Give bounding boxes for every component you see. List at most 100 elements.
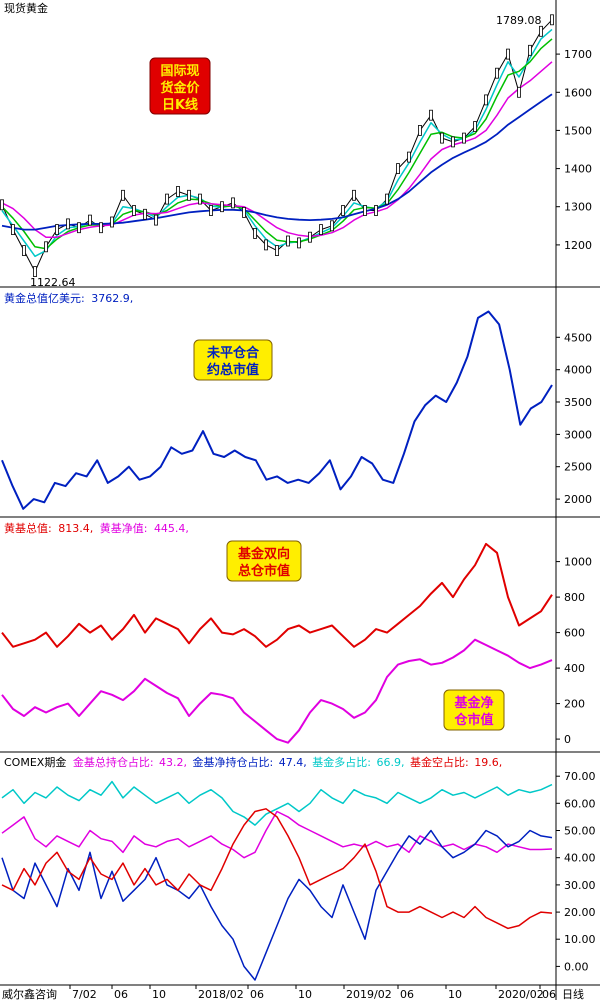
panel4-legend-value-1: 47.4, <box>279 756 307 769</box>
panel2-note-line2: 约总市值 <box>207 362 259 378</box>
x-axis-left-label: 威尔鑫咨询 <box>2 987 57 1000</box>
panel3-series-黄基总值 <box>1 542 553 648</box>
price-candle <box>297 237 301 249</box>
y-tick-label: 2500 <box>564 461 592 474</box>
panel4-y-axis: 0.00 10.00 20.00 30.00 40.00 50.00 60.00 70.00 <box>556 770 596 973</box>
panel4-plot <box>1 780 553 981</box>
panel3-y-axis: 0 200 400 600 800 1000 <box>556 556 592 746</box>
panel4-header: COMEX期金 金基总持仓占比: 43.2, 金基净持仓占比: 47.4, 基金… <box>4 755 502 769</box>
price-candle <box>418 125 422 136</box>
y-tick-label: 10.00 <box>564 933 596 946</box>
panel1-note-box: 国际现 货金价 日K线 <box>149 57 211 115</box>
panel1-y-axis: 1200 1300 1400 1500 1600 1700 <box>556 48 592 252</box>
price-candle <box>88 214 92 226</box>
price-candle <box>363 205 367 216</box>
price-candle <box>352 189 356 201</box>
x-tick-label: 06 <box>542 988 556 1000</box>
y-tick-label: 0.00 <box>564 960 589 973</box>
price-candle <box>517 86 521 98</box>
y-tick-label: 40.00 <box>564 852 596 865</box>
panel3-note-box-net: 基金净 仓市值 <box>443 689 505 731</box>
price-candle <box>55 224 59 236</box>
y-tick-label: 600 <box>564 627 585 640</box>
price-candle <box>253 227 257 239</box>
x-tick-label: 10 <box>152 988 166 1000</box>
y-tick-label: 1300 <box>564 201 592 214</box>
price-candle <box>385 193 389 205</box>
price-candle <box>550 14 554 26</box>
y-tick-label: 0 <box>564 733 571 746</box>
price-candle <box>407 151 411 163</box>
panel2-series-黄金总值亿美元 <box>1 310 553 510</box>
price-candle <box>451 136 455 148</box>
price-candle <box>198 193 202 205</box>
panel4-series-金基总持仓占比 <box>1 810 553 859</box>
panel2-plot <box>1 310 553 510</box>
y-tick-label: 50.00 <box>564 825 596 838</box>
price-candle <box>495 67 499 79</box>
panel3-net-note-line1: 基金净 <box>453 695 493 711</box>
y-tick-label: 70.00 <box>564 770 596 783</box>
price-candle <box>11 224 15 236</box>
y-tick-label: 1600 <box>564 86 592 99</box>
panel2-header-value: 3762.9, <box>91 292 133 305</box>
price-candle <box>121 189 125 201</box>
price-candle <box>132 205 136 216</box>
panel3-header: 黄基总值: 813.4, 黄基净值: 445.4, <box>4 521 189 535</box>
price-candle <box>154 214 158 226</box>
panel1-series-ma-long2 <box>1 93 553 231</box>
y-tick-label: 400 <box>564 662 585 675</box>
price-candle <box>231 197 235 209</box>
price-candle <box>462 132 466 144</box>
y-tick-label: 3000 <box>564 428 592 441</box>
y-tick-label: 4000 <box>564 364 592 377</box>
panel3-series-黄基净值 <box>1 638 553 744</box>
price-candle <box>440 132 444 144</box>
panel3-gross-note-line2: 总仓市值 <box>238 563 290 579</box>
panel4-legend-value-2: 66.9, <box>376 756 404 769</box>
price-candle <box>308 231 312 243</box>
y-tick-label: 1700 <box>564 48 592 61</box>
price-candle <box>220 201 224 213</box>
panel1-note-line1: 国际现 <box>160 64 199 79</box>
panel1-high-annotation: 1789.08 <box>496 14 542 27</box>
x-tick-label: 06 <box>250 988 264 1000</box>
price-candle <box>0 199 4 211</box>
price-candle <box>374 205 378 216</box>
panel3-gross-note-line1: 基金双向 <box>237 546 290 562</box>
panel1-title: 现货黄金 <box>4 1 48 15</box>
price-candle <box>330 220 334 232</box>
y-tick-label: 1400 <box>564 163 592 176</box>
panel2-header-label: 黄金总值亿美元: <box>4 291 85 305</box>
x-tick-label: 10 <box>298 988 312 1000</box>
price-candle <box>143 208 147 220</box>
panel4-legend-label-3: 基金空占比: <box>410 755 469 769</box>
price-candle <box>66 218 70 230</box>
price-candle <box>341 205 345 216</box>
x-tick-label: 06 <box>114 988 128 1000</box>
price-candle <box>99 222 103 234</box>
panel4-title: COMEX期金 <box>4 755 66 769</box>
price-candle <box>165 193 169 205</box>
price-candle <box>286 235 290 247</box>
price-candle <box>187 189 191 201</box>
panel2-note-line1: 未平仓合 <box>206 345 260 361</box>
panel4-series-基金空占比 <box>1 808 553 930</box>
price-candle <box>528 44 532 56</box>
x-tick-label: 2020/02 <box>498 988 544 1000</box>
panel4-series-基金多占比 <box>1 780 553 826</box>
y-tick-label: 800 <box>564 591 585 604</box>
y-tick-label: 2000 <box>564 493 592 506</box>
panel4-legend-label-1: 金基净持仓占比: <box>193 755 274 769</box>
panel4-legend-label-2: 基金多占比: <box>312 755 371 769</box>
panel3-note-box-gross: 基金双向 总仓市值 <box>226 540 302 582</box>
y-tick-label: 1000 <box>564 556 592 569</box>
x-tick-label: 7/02 <box>72 988 97 1000</box>
price-candle <box>539 25 543 37</box>
price-candle <box>242 206 246 218</box>
y-tick-label: 3500 <box>564 396 592 409</box>
price-candle <box>110 216 114 228</box>
panel3-header-label2: 黄基净值: <box>100 521 148 535</box>
